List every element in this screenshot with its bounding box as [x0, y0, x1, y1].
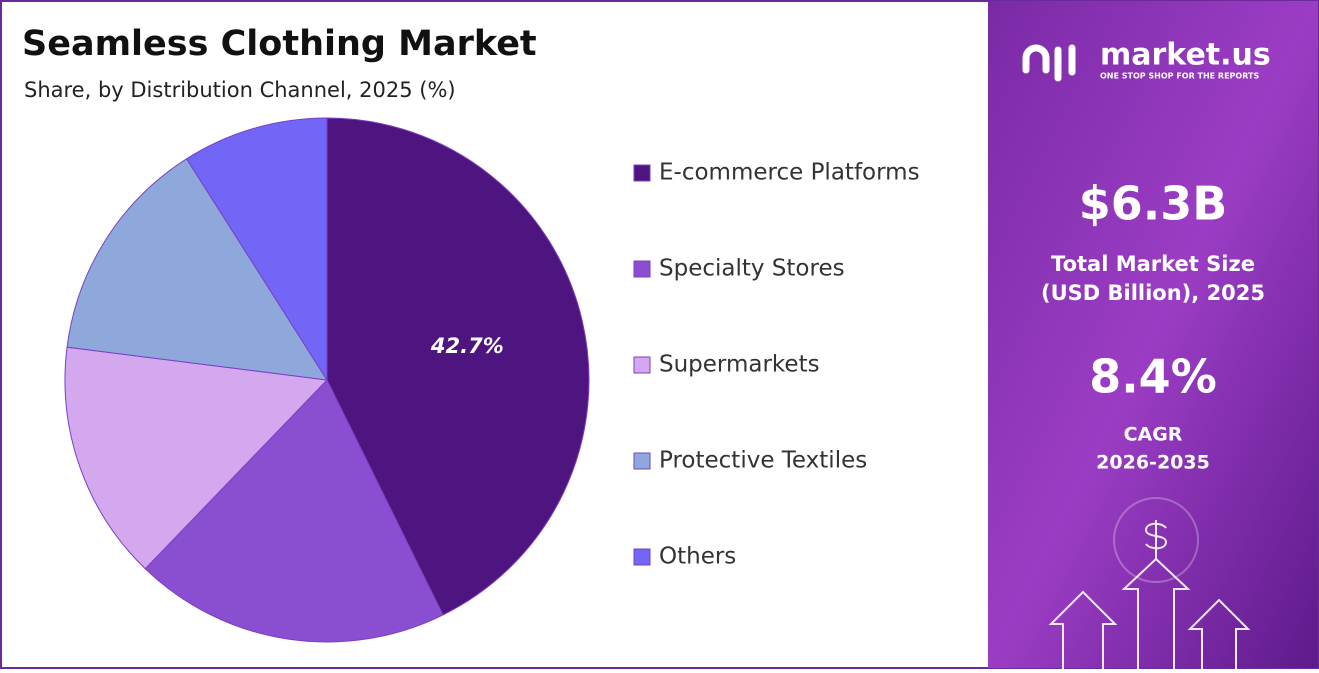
- market-size-label: (USD Billion), 2025: [1041, 281, 1265, 305]
- market-size: $6.3B: [1079, 177, 1228, 231]
- logo-icon: [1022, 44, 1076, 82]
- data-label: 42.7%: [430, 334, 504, 358]
- legend-label: Specialty Stores: [659, 256, 845, 282]
- side-panel: [988, 1, 1318, 668]
- legend-label: Supermarkets: [659, 352, 820, 378]
- legend-swatch: [633, 164, 651, 182]
- arrows-decoration: [1048, 497, 1251, 669]
- pie-slice: [185, 117, 328, 382]
- legend: E-commerce Platforms Specialty Stores Supe…: [633, 160, 920, 570]
- pie-slice: [66, 158, 328, 381]
- legend-swatch: [633, 356, 651, 374]
- tagline: ONE STOP SHOP FOR THE REPORTS: [1100, 72, 1259, 81]
- pie: 42.7%: [64, 117, 590, 643]
- market-size-label: Total Market Size: [1051, 252, 1255, 276]
- cagr-label: CAGR: [1124, 424, 1183, 446]
- legend-swatch: [633, 452, 651, 470]
- pie-slice: [326, 117, 590, 616]
- cagr-label: 2026-2035: [1096, 452, 1210, 474]
- brand: market.us: [1100, 38, 1271, 73]
- legend-swatch: [633, 260, 651, 278]
- chart-subtitle: Share, by Distribution Channel, 2025 (%): [24, 78, 456, 102]
- cagr: 8.4%: [1089, 350, 1217, 404]
- legend-label: Others: [659, 544, 736, 570]
- chart-title: Seamless Clothing Market: [22, 24, 537, 64]
- legend-swatch: [633, 548, 651, 566]
- pie-slice: [144, 379, 444, 643]
- pie-slice: [64, 346, 329, 570]
- legend-label: Protective Textiles: [659, 448, 867, 474]
- legend-label: E-commerce Platforms: [659, 160, 920, 186]
